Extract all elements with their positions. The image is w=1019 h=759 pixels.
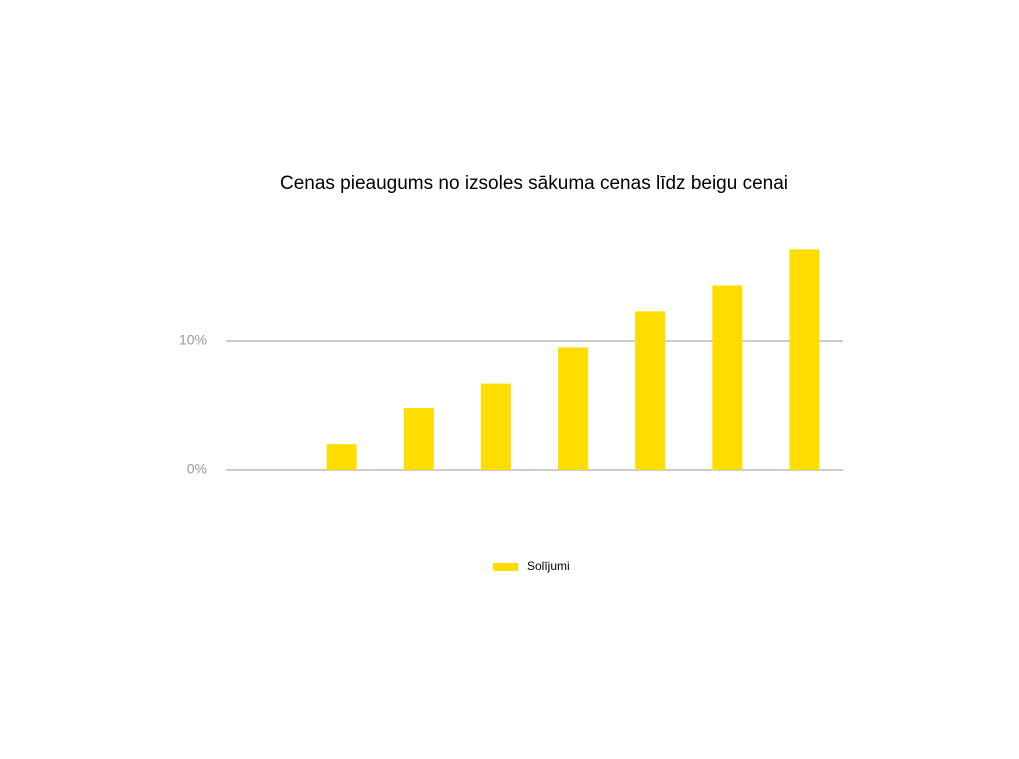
y-tick-label: 0% [187,461,207,477]
legend-swatch [493,563,518,571]
bar [558,347,589,470]
bar [789,249,820,470]
bar [480,383,511,470]
bar [326,444,357,470]
y-tick-label: 10% [179,332,207,348]
legend-label: Solījumi [527,559,570,573]
bar [635,311,666,470]
bar [712,285,743,470]
chart-title: Cenas pieaugums no izsoles sākuma cenas … [280,173,788,194]
bar [403,408,434,470]
